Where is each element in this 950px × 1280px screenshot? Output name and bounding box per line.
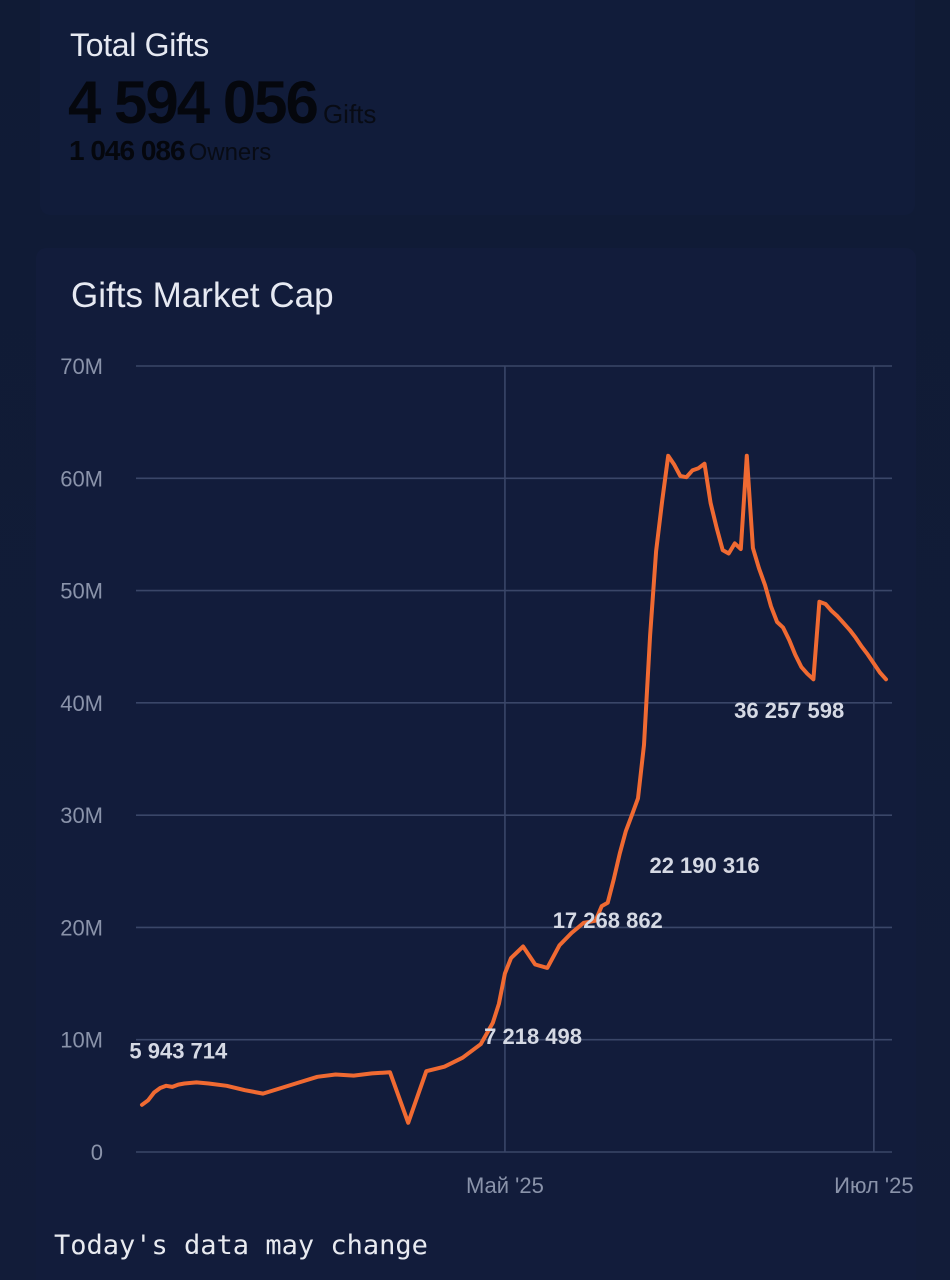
owners-count-row: 1 046 086 Owners — [69, 135, 271, 167]
gifts-count-value: 4 594 056 — [68, 69, 319, 136]
data-label: 17 268 862 — [553, 908, 663, 933]
data-labels: 5 943 714 7 218 498 17 268 862 22 190 316 36… — [129, 698, 844, 1063]
total-gifts-title: Total Gifts — [70, 27, 209, 63]
y-tick-label: 10M — [60, 1028, 103, 1053]
data-label: 7 218 498 — [484, 1024, 582, 1049]
series-line — [140, 453, 888, 1125]
owners-count-value: 1 046 086 — [69, 135, 186, 166]
x-tick-label: Июл '25 — [834, 1173, 913, 1198]
y-tick-label: 0 — [91, 1140, 103, 1165]
chart-grid — [136, 365, 892, 1153]
gifts-count-row: 4 594 056 Gifts — [68, 68, 376, 137]
chart-card — [36, 248, 916, 1280]
summary-card — [40, 0, 915, 215]
chart-title: Gifts Market Cap — [71, 276, 334, 315]
data-label: 22 190 316 — [649, 853, 759, 878]
y-tick-label: 60M — [60, 466, 103, 491]
y-tick-label: 30M — [60, 803, 103, 828]
y-tick-label: 50M — [60, 579, 103, 604]
x-axis-ticks: Май '25 Июл '25 — [466, 1173, 914, 1198]
data-change-note: Today's data may change — [54, 1230, 428, 1261]
data-label: 5 943 714 — [129, 1038, 228, 1063]
y-tick-label: 70M — [60, 354, 103, 379]
gifts-count-unit: Gifts — [322, 99, 377, 129]
y-tick-label: 40M — [60, 691, 103, 716]
x-tick-label: Май '25 — [466, 1173, 544, 1198]
data-label: 36 257 598 — [734, 698, 844, 723]
owners-count-unit: Owners — [188, 139, 272, 166]
series-layer — [140, 453, 888, 1125]
y-axis-ticks: 0 10M 20M 30M 40M 50M 60M 70M — [60, 354, 103, 1165]
y-tick-label: 20M — [60, 915, 103, 940]
